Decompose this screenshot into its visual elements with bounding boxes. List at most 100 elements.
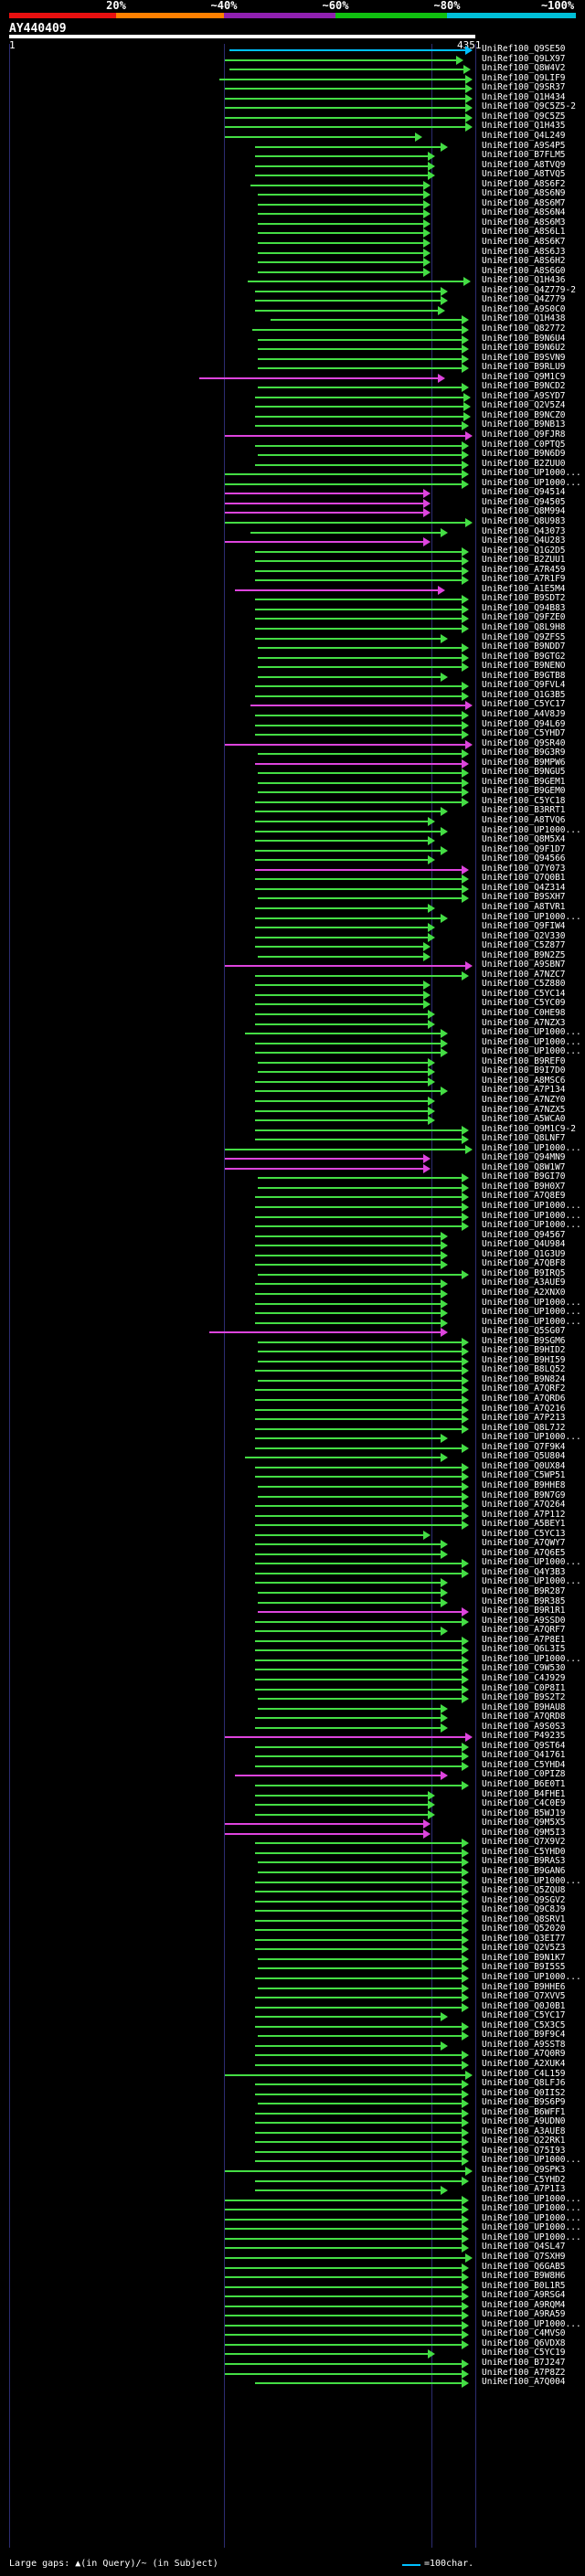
hit-row[interactable]: UniRef100_B6E0T1 [0,1779,585,1790]
hit-row[interactable]: UniRef100_B9F9C4 [0,2030,585,2041]
hit-row[interactable]: UniRef100_B9NGU5 [0,767,585,779]
hit-row[interactable]: UniRef100_B9HAU8 [0,1702,585,1713]
hit-row[interactable]: UniRef100_Q6GAB5 [0,2262,585,2273]
hit-row[interactable]: UniRef100_A7Q0R9 [0,2049,585,2061]
hit-label[interactable]: UniRef100_Q9C5Z5 [482,111,566,122]
hit-label[interactable]: UniRef100_B9NB13 [482,419,566,430]
hit-row[interactable]: UniRef100_C5WP51 [0,1470,585,1482]
hit-row[interactable]: UniRef100_A8S6M7 [0,198,585,209]
hit-label[interactable]: UniRef100_C0HE98 [482,1008,566,1018]
hit-label[interactable]: UniRef100_B9NENO [482,661,566,672]
hit-row[interactable]: UniRef100_Q4SL47 [0,2242,585,2253]
hit-row[interactable]: UniRef100_UP1000... [0,1211,585,1222]
hit-label[interactable]: UniRef100_A9RQM4 [482,2299,566,2310]
hit-label[interactable]: UniRef100_B9NCZ0 [482,409,566,420]
hit-row[interactable]: UniRef100_UP1000... [0,912,585,923]
hit-label[interactable]: UniRef100_B9H0X7 [482,1181,566,1192]
hit-label[interactable]: UniRef100_B9IRQ5 [482,1267,566,1278]
hit-row[interactable]: UniRef100_UP1000... [0,478,585,489]
hit-label[interactable]: UniRef100_A8MSC6 [482,1075,566,1086]
hit-row[interactable]: UniRef100_B9W8H6 [0,2271,585,2283]
hit-label[interactable]: UniRef100_Q9LIF9 [482,72,566,83]
hit-row[interactable]: UniRef100_B9SGM6 [0,1336,585,1347]
hit-label[interactable]: UniRef100_C5Z877 [482,940,566,951]
hit-label[interactable]: UniRef100_A7Q6E5 [482,1547,566,1558]
hit-label[interactable]: UniRef100_B9HI59 [482,1354,566,1365]
hit-label[interactable]: UniRef100_UP1000... [482,2318,581,2329]
hit-row[interactable]: UniRef100_Q9FJR8 [0,429,585,440]
hit-label[interactable]: UniRef100_Q9C5Z5-2 [482,101,576,112]
hit-label[interactable]: UniRef100_A7QRF7 [482,1625,566,1636]
hit-row[interactable]: UniRef100_A7R1F9 [0,574,585,586]
hit-row[interactable]: UniRef100_B9N1K7 [0,1953,585,1964]
hit-label[interactable]: UniRef100_Q6VDX8 [482,2337,566,2348]
hit-label[interactable]: UniRef100_C5X3C5 [482,2019,566,2030]
hit-label[interactable]: UniRef100_A8TVR1 [482,901,566,912]
hit-row[interactable]: UniRef100_Q9SR40 [0,738,585,749]
hit-row[interactable]: UniRef100_A7P213 [0,1413,585,1425]
hit-row[interactable]: UniRef100_Q4U283 [0,535,585,547]
hit-row[interactable]: UniRef100_A7NZX3 [0,1018,585,1029]
hit-label[interactable]: UniRef100_Q4U984 [482,1239,566,1250]
hit-row[interactable]: UniRef100_A1E5M4 [0,584,585,595]
hit-label[interactable]: UniRef100_B9REF0 [482,1055,566,1066]
hit-label[interactable]: UniRef100_Q4Z779 [482,294,566,305]
hit-label[interactable]: UniRef100_A7P112 [482,1509,566,1520]
hit-row[interactable]: UniRef100_Q7SXH9 [0,2252,585,2263]
hit-label[interactable]: UniRef100_A9SST8 [482,2039,566,2050]
hit-label[interactable]: UniRef100_A7NZY0 [482,1094,566,1105]
hit-row[interactable]: UniRef100_B9N7G9 [0,1490,585,1501]
hit-label[interactable]: UniRef100_Q9M1C9-2 [482,1123,576,1134]
hit-row[interactable]: UniRef100_Q22RK1 [0,2136,585,2147]
hit-label[interactable]: UniRef100_B9SGM6 [482,1335,566,1346]
hit-row[interactable]: UniRef100_A7NZX5 [0,1105,585,1116]
hit-row[interactable]: UniRef100_A9S4P5 [0,141,585,152]
hit-label[interactable]: UniRef100_A8S6G0 [482,265,566,276]
hit-label[interactable]: UniRef100_Q4Z314 [482,882,566,893]
hit-row[interactable]: UniRef100_C5Z877 [0,940,585,952]
hit-row[interactable]: UniRef100_A8TVR1 [0,902,585,913]
hit-row[interactable]: UniRef100_C5YC17 [0,2010,585,2022]
hit-row[interactable]: UniRef100_A2XNX0 [0,1288,585,1299]
hit-row[interactable]: UniRef100_C5YC18 [0,796,585,807]
hit-label[interactable]: UniRef100_Q5U804 [482,1451,566,1462]
hit-row[interactable]: UniRef100_C4J929 [0,1673,585,1684]
hit-row[interactable]: UniRef100_C5YHD7 [0,728,585,740]
hit-label[interactable]: UniRef100_A9UDN0 [482,2116,566,2127]
hit-label[interactable]: UniRef100_A7NZX3 [482,1017,566,1028]
hit-label[interactable]: UniRef100_A7Q8E9 [482,1191,566,1202]
hit-row[interactable]: UniRef100_UP1000... [0,1307,585,1319]
hit-row[interactable]: UniRef100_A4V8J9 [0,709,585,720]
hit-row[interactable]: UniRef100_B2ZUU0 [0,459,585,470]
hit-row[interactable]: UniRef100_A7Q216 [0,1404,585,1415]
hit-label[interactable]: UniRef100_Q94567 [482,1229,566,1240]
hit-row[interactable]: UniRef100_Q4U984 [0,1239,585,1251]
hit-label[interactable]: UniRef100_B9HHE8 [482,1479,566,1490]
hit-label[interactable]: UniRef100_A9SYD7 [482,390,566,401]
hit-label[interactable]: UniRef100_Q9SPK3 [482,2165,566,2175]
hit-row[interactable]: UniRef100_B9N6U4 [0,334,585,345]
hit-row[interactable]: UniRef100_UP1000... [0,2155,585,2167]
hit-row[interactable]: UniRef100_B8LQ52 [0,1364,585,1376]
hit-row[interactable]: UniRef100_UP1000... [0,825,585,836]
hit-row[interactable]: UniRef100_Q1G2D5 [0,546,585,557]
hit-label[interactable]: UniRef100_Q7Q0B1 [482,873,566,884]
hit-label[interactable]: UniRef100_UP1000... [482,1142,581,1153]
hit-label[interactable]: UniRef100_A7NZX5 [482,1104,566,1115]
hit-label[interactable]: UniRef100_Q9FJR8 [482,429,566,440]
hit-label[interactable]: UniRef100_C5YHD4 [482,1759,566,1770]
hit-row[interactable]: UniRef100_B9HI59 [0,1355,585,1366]
hit-row[interactable]: UniRef100_Q4Z314 [0,883,585,894]
hit-label[interactable]: UniRef100_B5WJ19 [482,1807,566,1818]
hit-row[interactable]: UniRef100_A7P1I3 [0,2184,585,2196]
hit-row[interactable]: UniRef100_C5YC19 [0,2348,585,2359]
hit-label[interactable]: UniRef100_UP1000... [482,1046,581,1057]
hit-row[interactable]: UniRef100_B2ZUU1 [0,555,585,567]
hit-label[interactable]: UniRef100_Q94MN9 [482,1152,566,1163]
hit-label[interactable]: UniRef100_Q9SE50 [482,44,566,54]
hit-label[interactable]: UniRef100_B8LQ52 [482,1364,566,1375]
hit-row[interactable]: UniRef100_Q9FVL4 [0,680,585,692]
hit-row[interactable]: UniRef100_Q7F9K4 [0,1442,585,1453]
hit-row[interactable]: UniRef100_UP1000... [0,1220,585,1232]
hit-row[interactable]: UniRef100_B9HHE8 [0,1480,585,1491]
